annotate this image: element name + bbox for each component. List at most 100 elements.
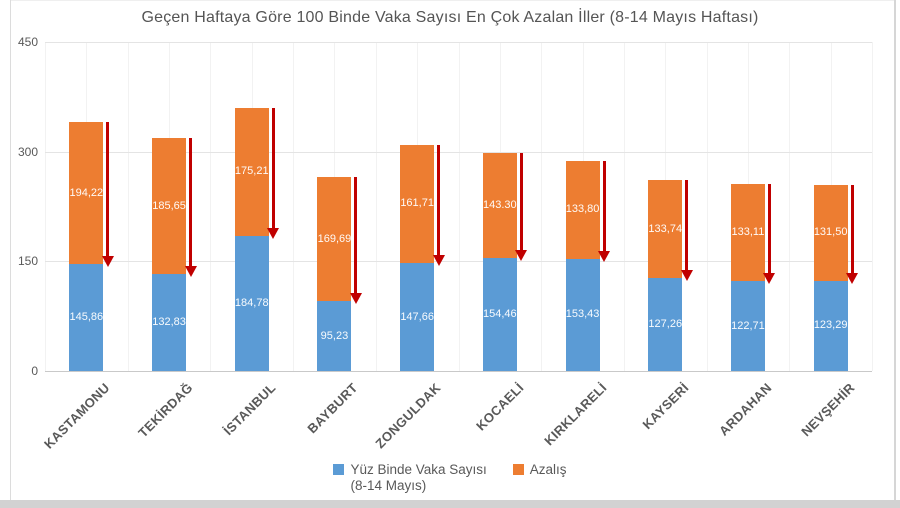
- decrease-value-label: 169,69: [317, 232, 352, 245]
- decrease-series-swatch-icon: [512, 464, 524, 475]
- decrease-value-label: 194,22: [69, 186, 104, 199]
- decrease-value-label: 161,71: [400, 197, 434, 210]
- decrease-arrow-icon: [101, 256, 114, 268]
- bar-segment-decrease: 194,22: [69, 122, 104, 265]
- decrease-arrow-shaft: [189, 138, 193, 267]
- bar-segment-decrease: 185,65: [152, 138, 187, 274]
- x-axis-category-label: ARDAHAN: [715, 380, 775, 439]
- chart-legend: Yüz Binde Vaka Sayısı (8-14 Mayıs) Azalı…: [0, 462, 900, 494]
- bar-segment-cases: 145,86: [69, 264, 104, 371]
- decrease-value-label: 185,65: [152, 199, 186, 212]
- decrease-arrow-shaft: [685, 180, 689, 271]
- decrease-arrow-shaft: [767, 183, 771, 275]
- decrease-value-label: 133,74: [648, 222, 683, 235]
- decrease-arrow-icon: [515, 250, 528, 262]
- decrease-value-label: 131,50: [813, 226, 848, 239]
- decrease-arrow-icon: [598, 250, 611, 262]
- decrease-arrow-icon: [349, 293, 362, 305]
- bar-segment-cases: 123,29: [813, 280, 848, 371]
- bar-segment-decrease: 169,69: [317, 177, 352, 302]
- cases-value-label: 132,83: [152, 315, 186, 328]
- vertical-gridline: [541, 42, 543, 371]
- legend-cases-sublabel: (8-14 Mayıs): [350, 478, 427, 493]
- vertical-gridline: [45, 42, 46, 371]
- x-axis-category-label: TEKİRDAĞ: [135, 380, 196, 441]
- vertical-gridline: [706, 42, 708, 371]
- cases-value-label: 147,66: [400, 310, 434, 323]
- decrease-arrow-shaft: [354, 177, 358, 295]
- chart-frame-top: [10, 0, 895, 1]
- x-axis-category-label: İSTANBUL: [220, 380, 279, 439]
- decrease-value-label: 133,11: [731, 226, 765, 239]
- decrease-arrow-shaft: [850, 184, 854, 274]
- x-axis-category-label: NEVŞEHİR: [797, 380, 858, 440]
- chart-frame-bottom: [0, 500, 900, 508]
- decrease-arrow-shaft: [519, 153, 523, 252]
- cases-value-label: 153,43: [565, 308, 600, 321]
- chart-frame-left: [10, 0, 11, 500]
- cases-value-label: 95,23: [320, 329, 349, 342]
- decrease-arrow-icon: [184, 265, 197, 277]
- bar-segment-decrease: 161,71: [400, 144, 435, 264]
- horizontal-gridline: [45, 151, 872, 153]
- legend-item-cases: Yüz Binde Vaka Sayısı (8-14 Mayıs): [333, 462, 487, 494]
- legend-decrease-label: Azalış: [529, 462, 567, 477]
- x-axis-category-label: BAYBURT: [304, 380, 362, 437]
- bar-segment-decrease: 175,21: [234, 107, 269, 236]
- legend-cases-label: Yüz Binde Vaka Sayısı: [350, 462, 487, 477]
- vertical-gridline: [872, 42, 873, 371]
- bar-segment-cases: 153,43: [565, 258, 600, 371]
- x-axis-category-label: KIRKLARELİ: [540, 380, 610, 449]
- cases-value-label: 127,26: [648, 317, 683, 330]
- legend-item-decrease: Azalış: [512, 462, 567, 478]
- decrease-arrow-icon: [267, 227, 280, 239]
- cases-value-label: 122,71: [731, 319, 765, 332]
- x-axis-category-label: KASTAMONU: [41, 380, 113, 452]
- x-axis-category-label: KOCAELİ: [472, 380, 527, 434]
- decrease-arrow-icon: [432, 255, 445, 267]
- vertical-gridline: [789, 42, 791, 371]
- cases-value-label: 184,78: [234, 296, 269, 309]
- y-axis-tick-label: 0: [31, 364, 38, 378]
- cases-series-swatch-icon: [333, 464, 345, 475]
- decrease-arrow-shaft: [271, 107, 275, 229]
- horizontal-gridline: [45, 261, 872, 263]
- decrease-value-label: 133,80: [565, 203, 600, 216]
- y-axis-tick-label: 450: [17, 35, 38, 49]
- bar-segment-decrease: 143.30: [482, 153, 517, 259]
- cases-value-label: 145,86: [69, 311, 104, 324]
- vertical-gridline: [210, 42, 212, 371]
- bar-segment-decrease: 133,80: [565, 161, 600, 259]
- bar-segment-cases: 184,78: [234, 235, 269, 371]
- chart-title: Geçen Haftaya Göre 100 Binde Vaka Sayısı…: [141, 9, 759, 26]
- decrease-arrow-icon: [680, 269, 693, 281]
- bar-segment-decrease: 133,74: [648, 180, 683, 278]
- bar-segment-decrease: 131,50: [813, 184, 848, 281]
- bar-segment-decrease: 133,11: [730, 183, 765, 282]
- bar-segment-cases: 127,26: [648, 277, 683, 371]
- x-axis-category-label: KAYSERİ: [639, 380, 692, 433]
- vertical-gridline: [293, 42, 295, 371]
- bar-segment-cases: 132,83: [152, 273, 187, 371]
- bar-segment-cases: 95,23: [317, 301, 352, 371]
- legend-cases-text: Yüz Binde Vaka Sayısı (8-14 Mayıs): [350, 462, 486, 494]
- cases-value-label: 154,46: [483, 308, 517, 321]
- decrease-arrow-shaft: [106, 122, 110, 258]
- vertical-gridline: [623, 42, 625, 371]
- vertical-gridline: [375, 42, 377, 371]
- vertical-gridline: [458, 42, 460, 371]
- decrease-arrow-icon: [846, 272, 859, 284]
- y-axis-tick-label: 150: [17, 254, 38, 269]
- horizontal-gridline: [45, 371, 872, 372]
- decrease-value-label: 143.30: [483, 199, 517, 212]
- bar-segment-cases: 147,66: [400, 263, 435, 371]
- y-axis-tick-label: 300: [17, 144, 38, 159]
- horizontal-gridline: [45, 42, 872, 43]
- decrease-arrow-shaft: [602, 161, 606, 252]
- decrease-arrow-icon: [763, 273, 776, 285]
- bar-segment-cases: 154,46: [482, 258, 517, 371]
- decrease-arrow-shaft: [437, 144, 441, 257]
- decrease-value-label: 175,21: [234, 165, 269, 178]
- vertical-gridline: [127, 42, 129, 371]
